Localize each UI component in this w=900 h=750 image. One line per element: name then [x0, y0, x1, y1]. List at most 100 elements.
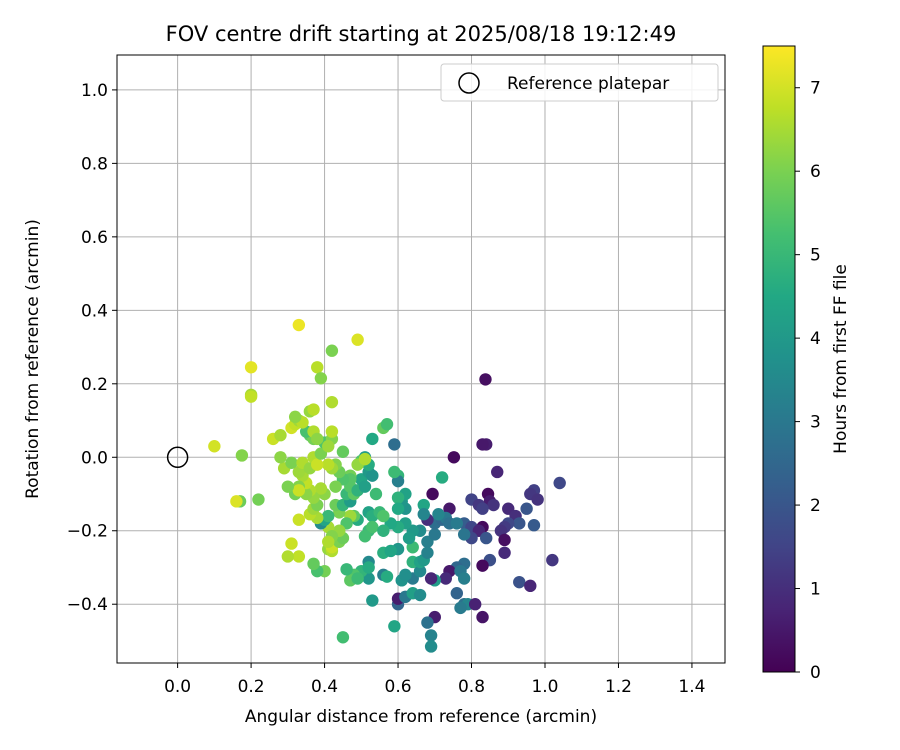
data-point — [487, 498, 500, 512]
y-tick-label: −0.2 — [67, 522, 108, 542]
x-tick-label: 0.4 — [311, 677, 338, 697]
y-tick-label: 0.6 — [81, 228, 108, 248]
data-point — [388, 465, 401, 479]
colorbar-tick-label: 7 — [810, 79, 821, 99]
data-point — [288, 410, 302, 424]
data-point — [322, 535, 335, 548]
colorbar-tick-label: 3 — [810, 413, 821, 433]
x-tick-label: 0.0 — [164, 677, 191, 697]
data-point — [244, 361, 258, 374]
data-point — [457, 572, 471, 585]
legend: Reference platepar — [440, 63, 719, 102]
reference-platepar-marker — [166, 446, 189, 469]
data-point — [292, 513, 306, 526]
data-point — [450, 517, 464, 530]
data-point — [322, 440, 335, 453]
y-tick-label: 1.0 — [81, 81, 108, 101]
data-point — [369, 487, 383, 501]
data-point — [402, 531, 416, 545]
data-point — [391, 491, 405, 504]
data-point — [285, 456, 298, 469]
data-point — [281, 550, 295, 563]
data-point — [307, 557, 320, 571]
data-point — [329, 480, 342, 493]
data-point — [340, 563, 353, 576]
data-point — [325, 425, 339, 438]
data-point — [358, 480, 372, 493]
data-point — [244, 390, 258, 403]
plot-frame — [116, 54, 726, 664]
data-point — [424, 572, 438, 585]
data-point — [421, 546, 434, 559]
colorbar-tick-label: 4 — [810, 329, 821, 349]
data-point — [413, 564, 427, 578]
data-point — [311, 361, 324, 374]
data-point — [391, 502, 405, 515]
data-point — [358, 452, 372, 466]
data-point — [362, 561, 375, 574]
x-tick-label: 0.6 — [385, 677, 412, 697]
x-tick-label: 1.0 — [531, 677, 558, 697]
data-points — [208, 318, 566, 653]
data-point — [366, 432, 379, 446]
data-point — [531, 493, 544, 506]
data-point — [366, 594, 379, 607]
data-point — [426, 487, 439, 501]
data-point — [413, 588, 427, 602]
data-point — [235, 449, 249, 462]
data-point — [450, 586, 464, 600]
data-point — [281, 480, 295, 493]
data-point — [498, 546, 511, 559]
data-point — [388, 620, 401, 633]
data-point — [447, 451, 461, 464]
reference-marker-layer — [166, 446, 189, 469]
data-point — [230, 495, 243, 508]
data-point — [384, 544, 397, 558]
data-point — [520, 502, 533, 515]
colorbar-tick-label: 0 — [810, 663, 821, 683]
data-point — [311, 432, 324, 446]
y-axis-label: Rotation from reference (arcmin) — [23, 219, 43, 499]
colorbar: 0 1 2 3 4 5 6 7 Hours from first FF file — [762, 45, 851, 683]
x-tick-label: 0.8 — [458, 677, 485, 697]
data-point — [513, 517, 526, 530]
data-point — [292, 484, 306, 497]
legend-entry-reference: Reference platepar — [507, 74, 669, 94]
data-point — [468, 598, 482, 611]
data-point — [358, 530, 372, 543]
x-tick-label: 1.2 — [605, 677, 632, 697]
data-point — [322, 458, 335, 471]
data-point — [285, 537, 298, 550]
data-point — [476, 438, 489, 451]
data-point — [366, 520, 379, 534]
data-point — [325, 344, 339, 357]
colorbar-tick-label: 5 — [810, 246, 821, 266]
data-point — [513, 575, 526, 589]
data-point — [457, 528, 471, 541]
grid — [117, 55, 725, 663]
legend-box — [440, 63, 719, 102]
data-point — [380, 418, 394, 431]
data-point — [417, 508, 430, 521]
data-point — [417, 498, 430, 512]
colorbar-gradient — [762, 45, 796, 673]
data-point — [380, 570, 394, 583]
data-point — [307, 403, 320, 416]
data-point — [314, 372, 328, 385]
y-tick-label: −0.4 — [67, 595, 108, 615]
data-point — [439, 572, 452, 585]
data-point — [377, 509, 390, 523]
y-tick-label: 0.4 — [81, 301, 108, 321]
data-point — [208, 440, 221, 453]
chart-title: FOV centre drift starting at 2025/08/18 … — [166, 22, 677, 46]
data-point — [527, 519, 541, 532]
data-point — [274, 429, 287, 442]
colorbar-ticks: 0 1 2 3 4 5 6 7 — [795, 79, 821, 683]
data-point — [480, 531, 493, 545]
data-point — [399, 568, 412, 582]
x-tick-label: 0.2 — [238, 677, 265, 697]
data-point — [336, 631, 350, 644]
data-point — [366, 469, 379, 482]
x-axis-ticks: 0.0 0.2 0.4 0.6 0.8 1.0 1.2 1.4 — [164, 663, 705, 697]
data-point — [351, 572, 364, 585]
